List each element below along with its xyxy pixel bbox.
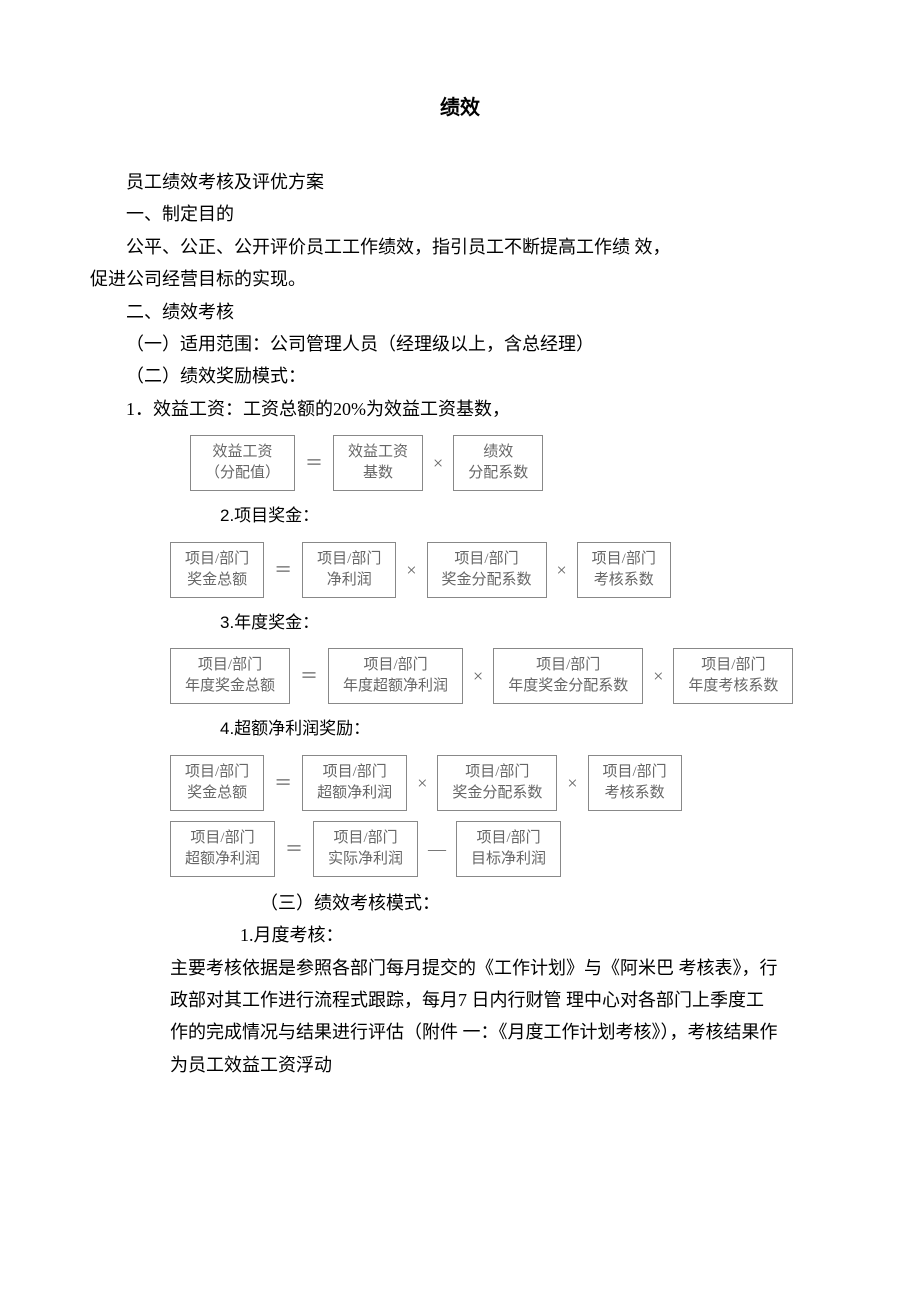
formula2-box4-l1: 项目/部门 [592,549,656,570]
formula3-eq: ＝ [296,660,322,692]
formula3-box1-l1: 项目/部门 [185,655,275,676]
formula1-box2-l1: 效益工资 [348,442,408,463]
formula4a-mul2: × [563,767,581,799]
formula3-box1-l2: 年度奖金总额 [185,676,275,697]
formula4b-box1: 项目/部门 超额净利润 [170,821,275,877]
formula-4b: 项目/部门 超额净利润 ＝ 项目/部门 实际净利润 — 项目/部门 目标净利润 [170,821,830,877]
formula2-box3-l1: 项目/部门 [442,549,532,570]
formula4a-box4-l1: 项目/部门 [603,762,667,783]
formula3-box4-l1: 项目/部门 [688,655,778,676]
formula2-box2-l1: 项目/部门 [317,549,381,570]
formula4b-box2: 项目/部门 实际净利润 [313,821,418,877]
content-area: 员工绩效考核及评优方案 一、制定目的 公平、公正、公开评价员工工作绩效，指引员工… [90,166,830,1081]
formula4b-box3: 项目/部门 目标净利润 [456,821,561,877]
intro-line-7: 1．效益工资：工资总额的20%为效益工资基数， [90,393,830,425]
body-paragraph-1: 主要考核依据是参照各部门每月提交的《工作计划》与《阿米巴 考核表》，行政部对其工… [170,952,780,1082]
formula-1: 效益工资 （分配值） ＝ 效益工资 基数 × 绩效 分配系数 [190,435,830,491]
section-3-head: （三）绩效考核模式： [260,887,830,919]
intro-line-4: 二、绩效考核 [90,296,830,328]
formula4b-box2-l1: 项目/部门 [328,828,403,849]
formula3-box4: 项目/部门 年度考核系数 [673,648,793,704]
formula4a-box2-l1: 项目/部门 [317,762,392,783]
formula2-box1: 项目/部门 奖金总额 [170,542,264,598]
formula4a-box3: 项目/部门 奖金分配系数 [437,755,557,811]
formula4a-box2: 项目/部门 超额净利润 [302,755,407,811]
intro-line-1: 员工绩效考核及评优方案 [90,166,830,198]
formula4a-box2-l2: 超额净利润 [317,783,392,804]
formula1-box1-l2: （分配值） [205,463,280,484]
formula4b-box2-l2: 实际净利润 [328,849,403,870]
formula1-box3-l2: 分配系数 [468,463,528,484]
formula2-eq: ＝ [270,554,296,586]
intro-line-6: （二）绩效奖励模式： [90,360,830,392]
formula4a-box1-l1: 项目/部门 [185,762,249,783]
intro-line-2: 一、制定目的 [90,198,830,230]
formula3-box2-l1: 项目/部门 [343,655,448,676]
formula1-box3-l1: 绩效 [468,442,528,463]
subheading-4: 4.超额净利润奖励： [220,714,830,745]
formula1-eq: ＝ [301,447,327,479]
formula1-mul: × [429,447,447,479]
formula2-box1-l2: 奖金总额 [185,570,249,591]
formula3-mul1: × [469,660,487,692]
formula4b-eq: ＝ [281,833,307,865]
formula2-box4-l2: 考核系数 [592,570,656,591]
formula4b-minus: — [424,833,450,865]
formula1-box1: 效益工资 （分配值） [190,435,295,491]
formula2-box2: 项目/部门 净利润 [302,542,396,598]
formula2-box1-l1: 项目/部门 [185,549,249,570]
formula1-box2: 效益工资 基数 [333,435,423,491]
formula1-box2-l2: 基数 [348,463,408,484]
formula4a-box4: 项目/部门 考核系数 [588,755,682,811]
formula2-box3-l2: 奖金分配系数 [442,570,532,591]
formula2-mul1: × [402,554,420,586]
formula2-box3: 项目/部门 奖金分配系数 [427,542,547,598]
formula4b-box3-l1: 项目/部门 [471,828,546,849]
formula3-box2: 项目/部门 年度超额净利润 [328,648,463,704]
formula4a-box1-l2: 奖金总额 [185,783,249,804]
formula3-box1: 项目/部门 年度奖金总额 [170,648,290,704]
section-3-sub1: 1.月度考核： [240,919,830,951]
formula-3: 项目/部门 年度奖金总额 ＝ 项目/部门 年度超额净利润 × 项目/部门 年度奖… [170,648,830,704]
formula4b-box1-l1: 项目/部门 [185,828,260,849]
intro-line-3: 公平、公正、公开评价员工工作绩效，指引员工不断提高工作绩 效， [90,231,830,263]
formula-2: 项目/部门 奖金总额 ＝ 项目/部门 净利润 × 项目/部门 奖金分配系数 × … [170,542,830,598]
page-title: 绩效 [90,90,830,126]
formula-4a: 项目/部门 奖金总额 ＝ 项目/部门 超额净利润 × 项目/部门 奖金分配系数 … [170,755,830,811]
formula2-box2-l2: 净利润 [317,570,381,591]
formula1-box1-l1: 效益工资 [205,442,280,463]
formula4a-eq: ＝ [270,767,296,799]
subheading-3: 3.年度奖金： [220,608,830,639]
formula4a-mul1: × [413,767,431,799]
formula1-box3: 绩效 分配系数 [453,435,543,491]
formula3-mul2: × [649,660,667,692]
formula4a-box1: 项目/部门 奖金总额 [170,755,264,811]
formula3-box3-l2: 年度奖金分配系数 [508,676,628,697]
formula2-mul2: × [553,554,571,586]
formula3-box3-l1: 项目/部门 [508,655,628,676]
formula4b-box1-l2: 超额净利润 [185,849,260,870]
intro-line-3b: 促进公司经营目标的实现。 [90,263,830,295]
formula4a-box3-l2: 奖金分配系数 [452,783,542,804]
formula3-box4-l2: 年度考核系数 [688,676,778,697]
formula2-box4: 项目/部门 考核系数 [577,542,671,598]
formula4a-box3-l1: 项目/部门 [452,762,542,783]
intro-line-5: （一）适用范围：公司管理人员（经理级以上，含总经理） [90,328,830,360]
subheading-2: 2.项目奖金： [220,501,830,532]
formula3-box3: 项目/部门 年度奖金分配系数 [493,648,643,704]
formula4b-box3-l2: 目标净利润 [471,849,546,870]
formula3-box2-l2: 年度超额净利润 [343,676,448,697]
formula4a-box4-l2: 考核系数 [603,783,667,804]
